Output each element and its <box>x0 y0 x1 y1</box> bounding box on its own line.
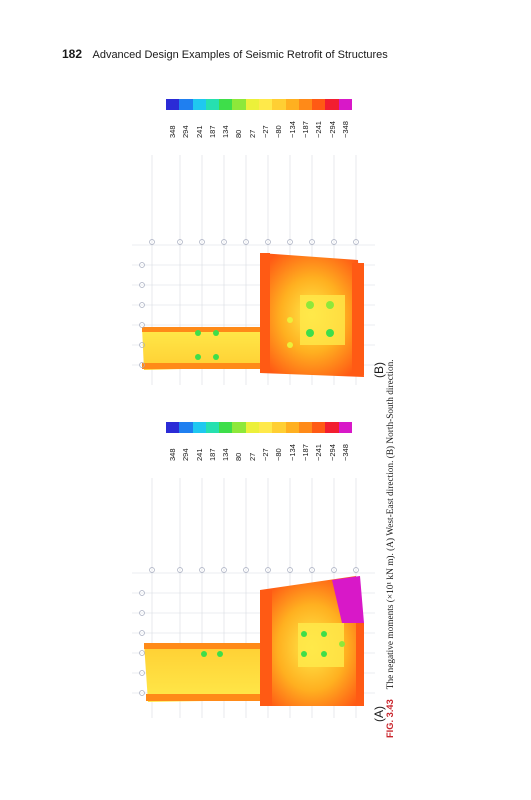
legend-swatch <box>312 99 326 110</box>
legend-swatch <box>219 99 233 110</box>
legend-swatch <box>245 99 259 110</box>
legend-swatch <box>245 422 259 433</box>
legend-swatch <box>166 99 180 110</box>
legend-bar-b <box>166 99 352 110</box>
caption-text: The negative moments (×10¹ kN m). (A) We… <box>386 359 396 690</box>
panel-label-b: (B) <box>372 362 386 378</box>
legend-swatch <box>285 99 299 110</box>
legend-swatch <box>272 99 286 110</box>
legend-swatch <box>232 422 246 433</box>
legend-swatch <box>285 422 299 433</box>
legend-swatch <box>298 422 313 433</box>
legend-swatch <box>325 99 339 110</box>
legend-swatch <box>325 422 339 433</box>
legend-swatch <box>205 422 220 433</box>
legend-swatch <box>232 99 246 110</box>
moment-contour-plot-b <box>132 155 375 385</box>
page-number: 182 <box>62 47 83 61</box>
legend-swatch <box>219 422 233 433</box>
panel-a: 348 294 241 187 134 80 27 −27 −80 −134 −187 −241 −29… <box>120 418 382 728</box>
running-title: Advanced Design Examples of Seismic Retr… <box>92 49 388 61</box>
legend-swatch <box>166 422 180 433</box>
legend-swatch <box>205 99 220 110</box>
panel-b: 348 294 241 187 134 80 27 −27 −80 −134 −187 −241 −29… <box>120 95 382 395</box>
figure-caption: FIG. 3.43 The negative moments (×10¹ kN m… <box>385 298 396 738</box>
moment-contour-plot-a <box>132 478 375 718</box>
legend-swatch <box>258 422 273 433</box>
running-header: 182 Advanced Design Examples of Seismic … <box>62 47 388 61</box>
legend-swatch <box>179 422 193 433</box>
legend-swatch <box>298 99 313 110</box>
legend-swatch <box>192 422 206 433</box>
legend-swatch <box>338 422 352 433</box>
panel-label-a: (A) <box>372 706 386 722</box>
figure-label: FIG. 3.43 <box>385 699 395 738</box>
legend-swatch <box>179 99 193 110</box>
legend-swatch <box>312 422 326 433</box>
legend-bar-a <box>166 422 352 433</box>
legend-swatch <box>192 99 206 110</box>
legend-swatch <box>258 99 273 110</box>
legend-swatch <box>272 422 286 433</box>
legend-swatch <box>338 99 352 110</box>
